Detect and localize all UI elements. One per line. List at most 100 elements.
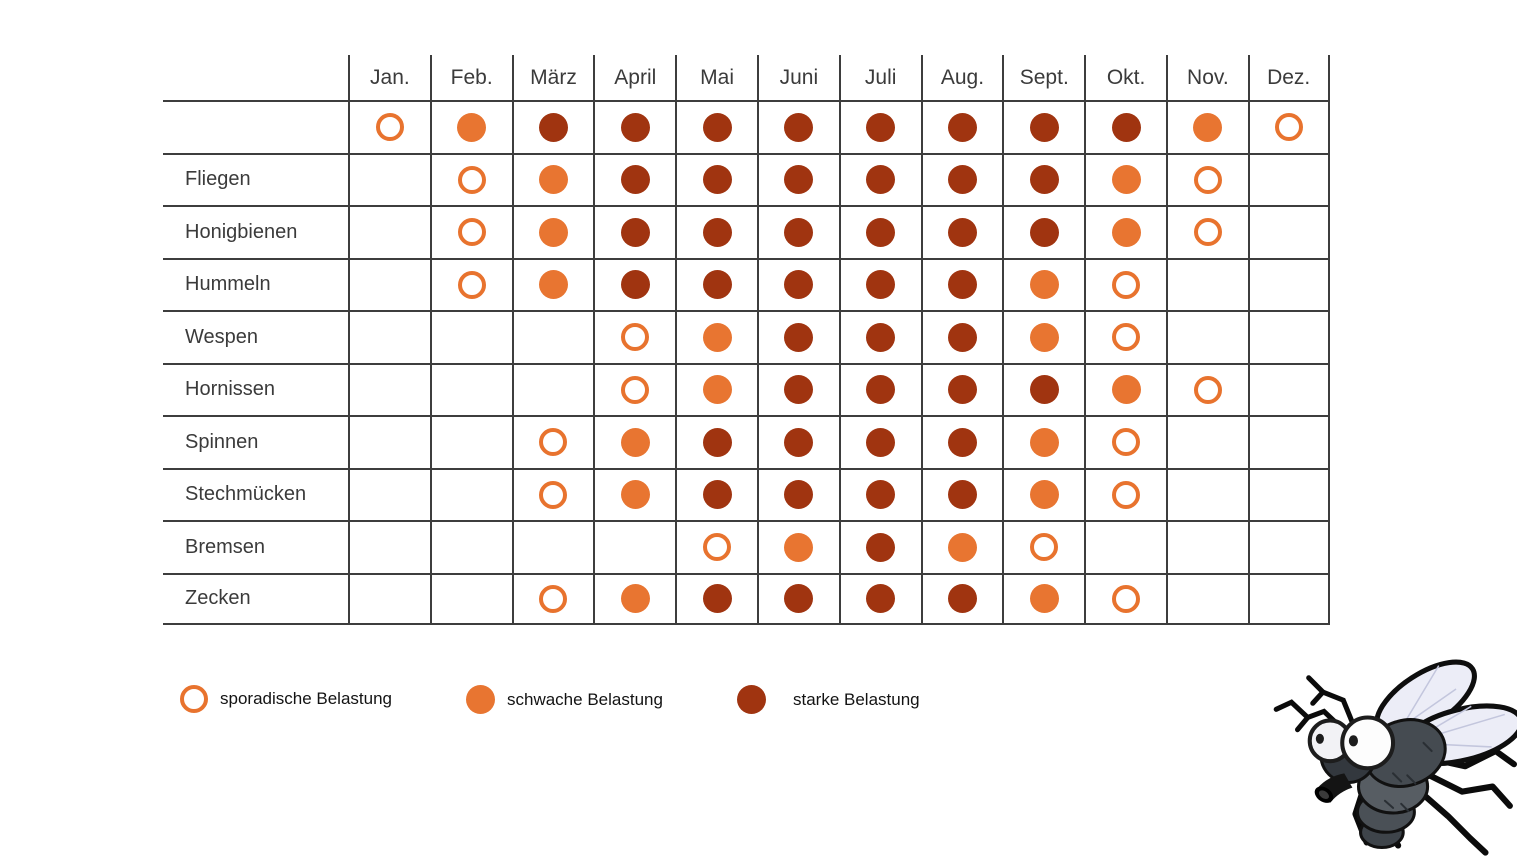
month-header: Sept.: [1002, 55, 1084, 100]
strong-dot: [702, 427, 732, 457]
activity-cell: [511, 572, 594, 625]
activity-cell: [1002, 257, 1085, 310]
row-label: Zecken: [163, 572, 348, 625]
activity-cell: [920, 152, 1003, 205]
sporadic-dot: [375, 113, 404, 142]
row-label: Stechmücken: [163, 467, 348, 521]
sporadic-dot: [1112, 480, 1141, 509]
strong-dot: [1029, 375, 1059, 405]
strong-dot: [1111, 112, 1141, 142]
activity-cell: [920, 415, 1003, 468]
activity-cell: [1247, 257, 1330, 310]
strong-dot: [702, 165, 732, 195]
activity-cell: [429, 572, 512, 625]
activity-cell: [593, 152, 676, 205]
activity-cell: [1247, 205, 1330, 258]
activity-cell: [511, 257, 594, 310]
row-label: Fliegen: [163, 152, 348, 206]
strong-dot: [1029, 217, 1059, 247]
strong-dot: [866, 112, 896, 142]
activity-cell: [838, 362, 921, 415]
activity-cell: [348, 572, 430, 625]
activity-cell: [1084, 205, 1166, 258]
activity-cell: [1165, 415, 1248, 468]
activity-cell: [429, 362, 512, 415]
row-label: Hornissen: [163, 362, 348, 416]
activity-cell: [1247, 572, 1330, 625]
activity-cell: [1002, 415, 1085, 468]
activity-cell: [348, 257, 430, 310]
activity-cell: [348, 467, 430, 520]
strong-dot: [784, 322, 814, 352]
activity-cell: [756, 415, 839, 468]
activity-grid: Jan. Feb. März April Mai Juni Juli Aug. Sept. Okt…: [163, 55, 1330, 625]
activity-cell: [593, 572, 676, 625]
sporadic-dot: [703, 533, 732, 562]
strong-dot: [784, 270, 814, 300]
month-header: Juni: [756, 55, 839, 100]
activity-cell: [675, 310, 757, 363]
weak-dot: [702, 375, 732, 405]
strong-dot: [866, 375, 896, 405]
activity-cell: [593, 257, 676, 310]
month-header: Jan.: [348, 55, 430, 100]
activity-cell: [429, 467, 512, 520]
activity-cell: [756, 100, 839, 153]
activity-cell: [838, 100, 921, 153]
activity-cell: [1084, 100, 1166, 153]
activity-cell: [1084, 415, 1166, 468]
activity-cell: [838, 152, 921, 205]
sporadic-dot: [621, 375, 650, 404]
strong-dot: [866, 322, 896, 352]
month-header: Aug.: [920, 55, 1003, 100]
activity-cell: [593, 467, 676, 520]
month-header: März: [511, 55, 594, 100]
strong-dot: [784, 480, 814, 510]
strong-dot: [866, 217, 896, 247]
activity-cell: [593, 415, 676, 468]
strong-dot: [702, 112, 732, 142]
month-header: Juli: [838, 55, 921, 100]
activity-cell: [1165, 467, 1248, 520]
month-header: Okt.: [1084, 55, 1166, 100]
month-header: Nov.: [1165, 55, 1248, 100]
strong-dot: [702, 270, 732, 300]
activity-cell: [675, 205, 757, 258]
activity-cell: [920, 362, 1003, 415]
strong-dot: [947, 217, 977, 247]
strong-dot: [947, 270, 977, 300]
activity-cell: [1084, 310, 1166, 363]
activity-cell: [1165, 520, 1248, 573]
activity-cell: [511, 205, 594, 258]
row-label: Hummeln: [163, 257, 348, 311]
activity-cell: [1165, 152, 1248, 205]
activity-cell: [920, 520, 1003, 573]
weak-dot: [784, 532, 814, 562]
legend-item-weak: schwache Belastung: [466, 685, 663, 714]
activity-cell: [1165, 205, 1248, 258]
activity-cell: [675, 415, 757, 468]
sporadic-dot: [1193, 218, 1222, 247]
strong-dot: [947, 165, 977, 195]
activity-cell: [1165, 572, 1248, 625]
month-header: Dez.: [1247, 55, 1330, 100]
activity-cell: [511, 520, 594, 573]
weak-dot: [620, 480, 650, 510]
activity-cell: [511, 100, 594, 153]
row-label: Spinnen: [163, 415, 348, 468]
activity-cell: [1002, 572, 1085, 625]
row-label: Wespen: [163, 310, 348, 363]
legend-item-sporadic: sporadische Belastung: [180, 685, 392, 713]
weak-dot: [620, 427, 650, 457]
activity-cell: [838, 415, 921, 468]
activity-cell: [1084, 572, 1166, 625]
activity-cell: [838, 257, 921, 310]
activity-cell: [511, 467, 594, 520]
activity-cell: [838, 520, 921, 573]
weak-dot: [1029, 584, 1059, 614]
weak-dot: [457, 112, 487, 142]
fly-icon: [1273, 659, 1525, 856]
weak-dot: [1029, 322, 1059, 352]
activity-cell: [675, 572, 757, 625]
